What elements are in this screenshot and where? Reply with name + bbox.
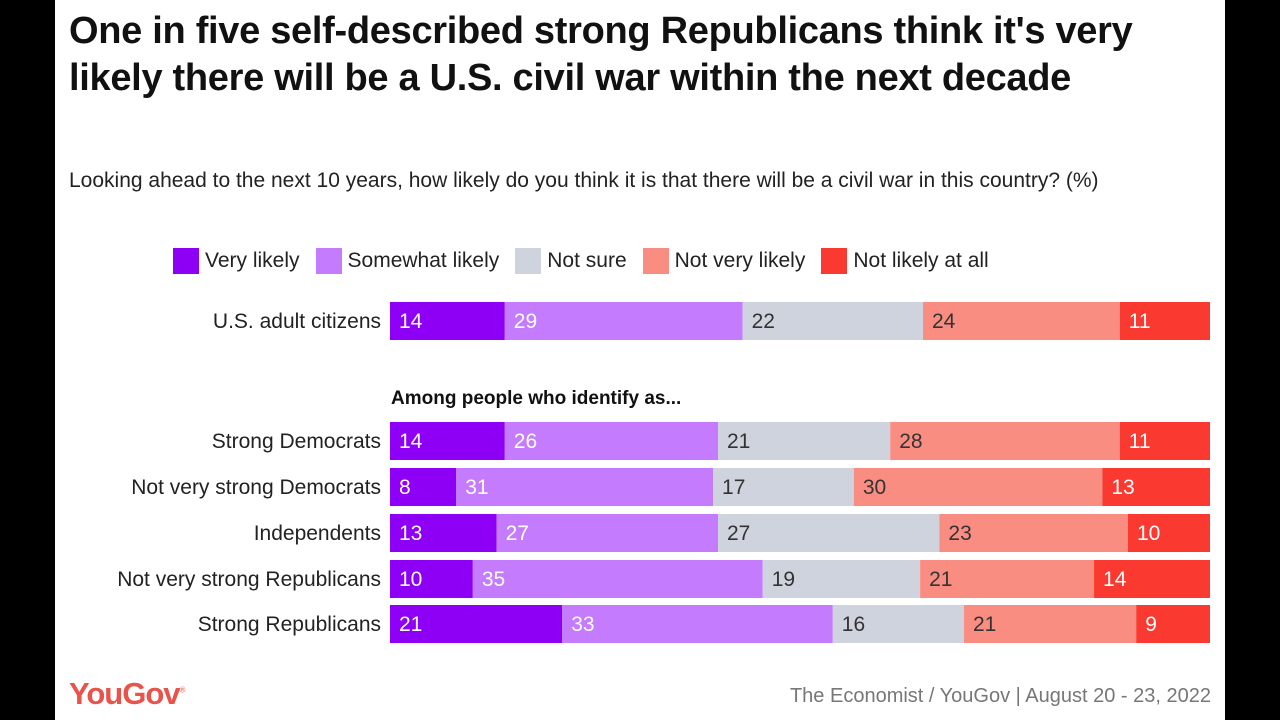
- data-label: 8: [399, 476, 411, 499]
- data-label: 26: [514, 430, 537, 453]
- bar-segment: [472, 560, 763, 598]
- bar-segment: [390, 422, 505, 460]
- bar-segment: [1136, 605, 1210, 643]
- data-label: 14: [1103, 568, 1127, 591]
- legend-swatch: [173, 248, 199, 274]
- bar-segment: [496, 514, 718, 552]
- bar-segment: [1119, 422, 1210, 460]
- data-label: 14: [399, 430, 423, 453]
- legend-swatch: [315, 248, 342, 274]
- bar-segment: [920, 560, 1095, 598]
- bar-segment: [853, 468, 1103, 506]
- chart-title: One in five self-described strong Republ…: [69, 10, 1133, 99]
- legend-item: Not very likely: [642, 248, 806, 274]
- bar-segment: [713, 468, 854, 506]
- data-label: 33: [571, 613, 594, 636]
- section-label: Among people who identify as...: [391, 388, 682, 409]
- bar-segment: [1119, 302, 1210, 340]
- data-label: 21: [929, 568, 952, 591]
- bar-segment: [390, 560, 473, 598]
- data-label: 13: [1111, 476, 1134, 499]
- data-label: 11: [1129, 310, 1151, 333]
- data-label: 30: [863, 476, 886, 499]
- data-label: 35: [482, 568, 505, 591]
- legend-item: Not sure: [515, 248, 627, 274]
- data-label: 13: [399, 522, 422, 545]
- data-label: 14: [399, 310, 423, 333]
- legend-swatch: [642, 248, 669, 274]
- data-label: 16: [842, 613, 865, 636]
- category-label: Strong Democrats: [212, 430, 381, 453]
- stacked-bar-chart: U.S. adult citizens 14 29 22 24 11 Strong Demo…: [117, 302, 1210, 643]
- legend-item: Very likely: [173, 248, 300, 274]
- bar-segment: [562, 605, 833, 643]
- bar-segment: [762, 560, 921, 598]
- category-label: Not very strong Democrats: [131, 476, 381, 499]
- bar-segment: [1128, 514, 1210, 552]
- legend-label: Somewhat likely: [347, 249, 500, 272]
- brand-text: YouGov: [69, 676, 181, 711]
- legend-swatch: [821, 248, 848, 274]
- category-label: Independents: [254, 522, 381, 545]
- bar-segment: [504, 302, 743, 340]
- data-label: 21: [399, 613, 422, 636]
- bar-segment: [504, 422, 718, 460]
- bar-segment: [832, 605, 964, 643]
- legend-label: Not likely at all: [853, 249, 989, 272]
- bar-segment: [718, 514, 940, 552]
- legend-swatch: [515, 248, 542, 274]
- data-label: 23: [948, 522, 971, 545]
- bar-segment: [964, 605, 1137, 643]
- bar-segment: [390, 302, 505, 340]
- bar-segment: [1094, 560, 1210, 598]
- bar-segment: [390, 514, 497, 552]
- data-label: 19: [772, 568, 795, 591]
- category-label: Strong Republicans: [198, 613, 381, 636]
- legend-label: Not sure: [547, 249, 627, 272]
- data-label: 22: [752, 310, 775, 333]
- data-label: 31: [465, 476, 488, 499]
- data-label: 29: [514, 310, 537, 333]
- data-label: 21: [727, 430, 750, 453]
- source-note: The Economist / YouGov | August 20 - 23,…: [789, 685, 1211, 707]
- bar-segment: [1102, 468, 1210, 506]
- legend-item: Not likely at all: [821, 248, 989, 274]
- bar-segment: [390, 605, 563, 643]
- yougov-logo: YouGov®: [69, 676, 185, 711]
- bar-segment: [742, 302, 923, 340]
- category-label: U.S. adult citizens: [213, 310, 381, 333]
- bar-segment: [890, 422, 1120, 460]
- category-label: Not very strong Republicans: [117, 568, 381, 591]
- data-label: 27: [506, 522, 529, 545]
- legend-item: Somewhat likely: [315, 248, 500, 274]
- data-label: 11: [1129, 430, 1151, 453]
- legend-label: Very likely: [205, 249, 300, 272]
- bar-segment: [456, 468, 714, 506]
- bar-segment: [718, 422, 891, 460]
- data-label: 9: [1145, 613, 1157, 636]
- legend-label: Not very likely: [674, 249, 806, 272]
- data-label: 28: [899, 430, 922, 453]
- data-label: 10: [1137, 522, 1160, 545]
- bar-segment: [923, 302, 1120, 340]
- data-label: 17: [722, 476, 745, 499]
- data-label: 24: [932, 310, 956, 333]
- chart-panel: One in five self-described strong Republ…: [55, 0, 1225, 720]
- data-label: 27: [727, 522, 750, 545]
- bar-segment: [390, 468, 457, 506]
- data-label: 10: [399, 568, 422, 591]
- chart-subtitle: Looking ahead to the next 10 years, how …: [69, 169, 1099, 192]
- bar-segment: [939, 514, 1128, 552]
- legend: Very likely Somewhat likely Not sure Not ve…: [173, 248, 989, 274]
- data-label: 21: [973, 613, 996, 636]
